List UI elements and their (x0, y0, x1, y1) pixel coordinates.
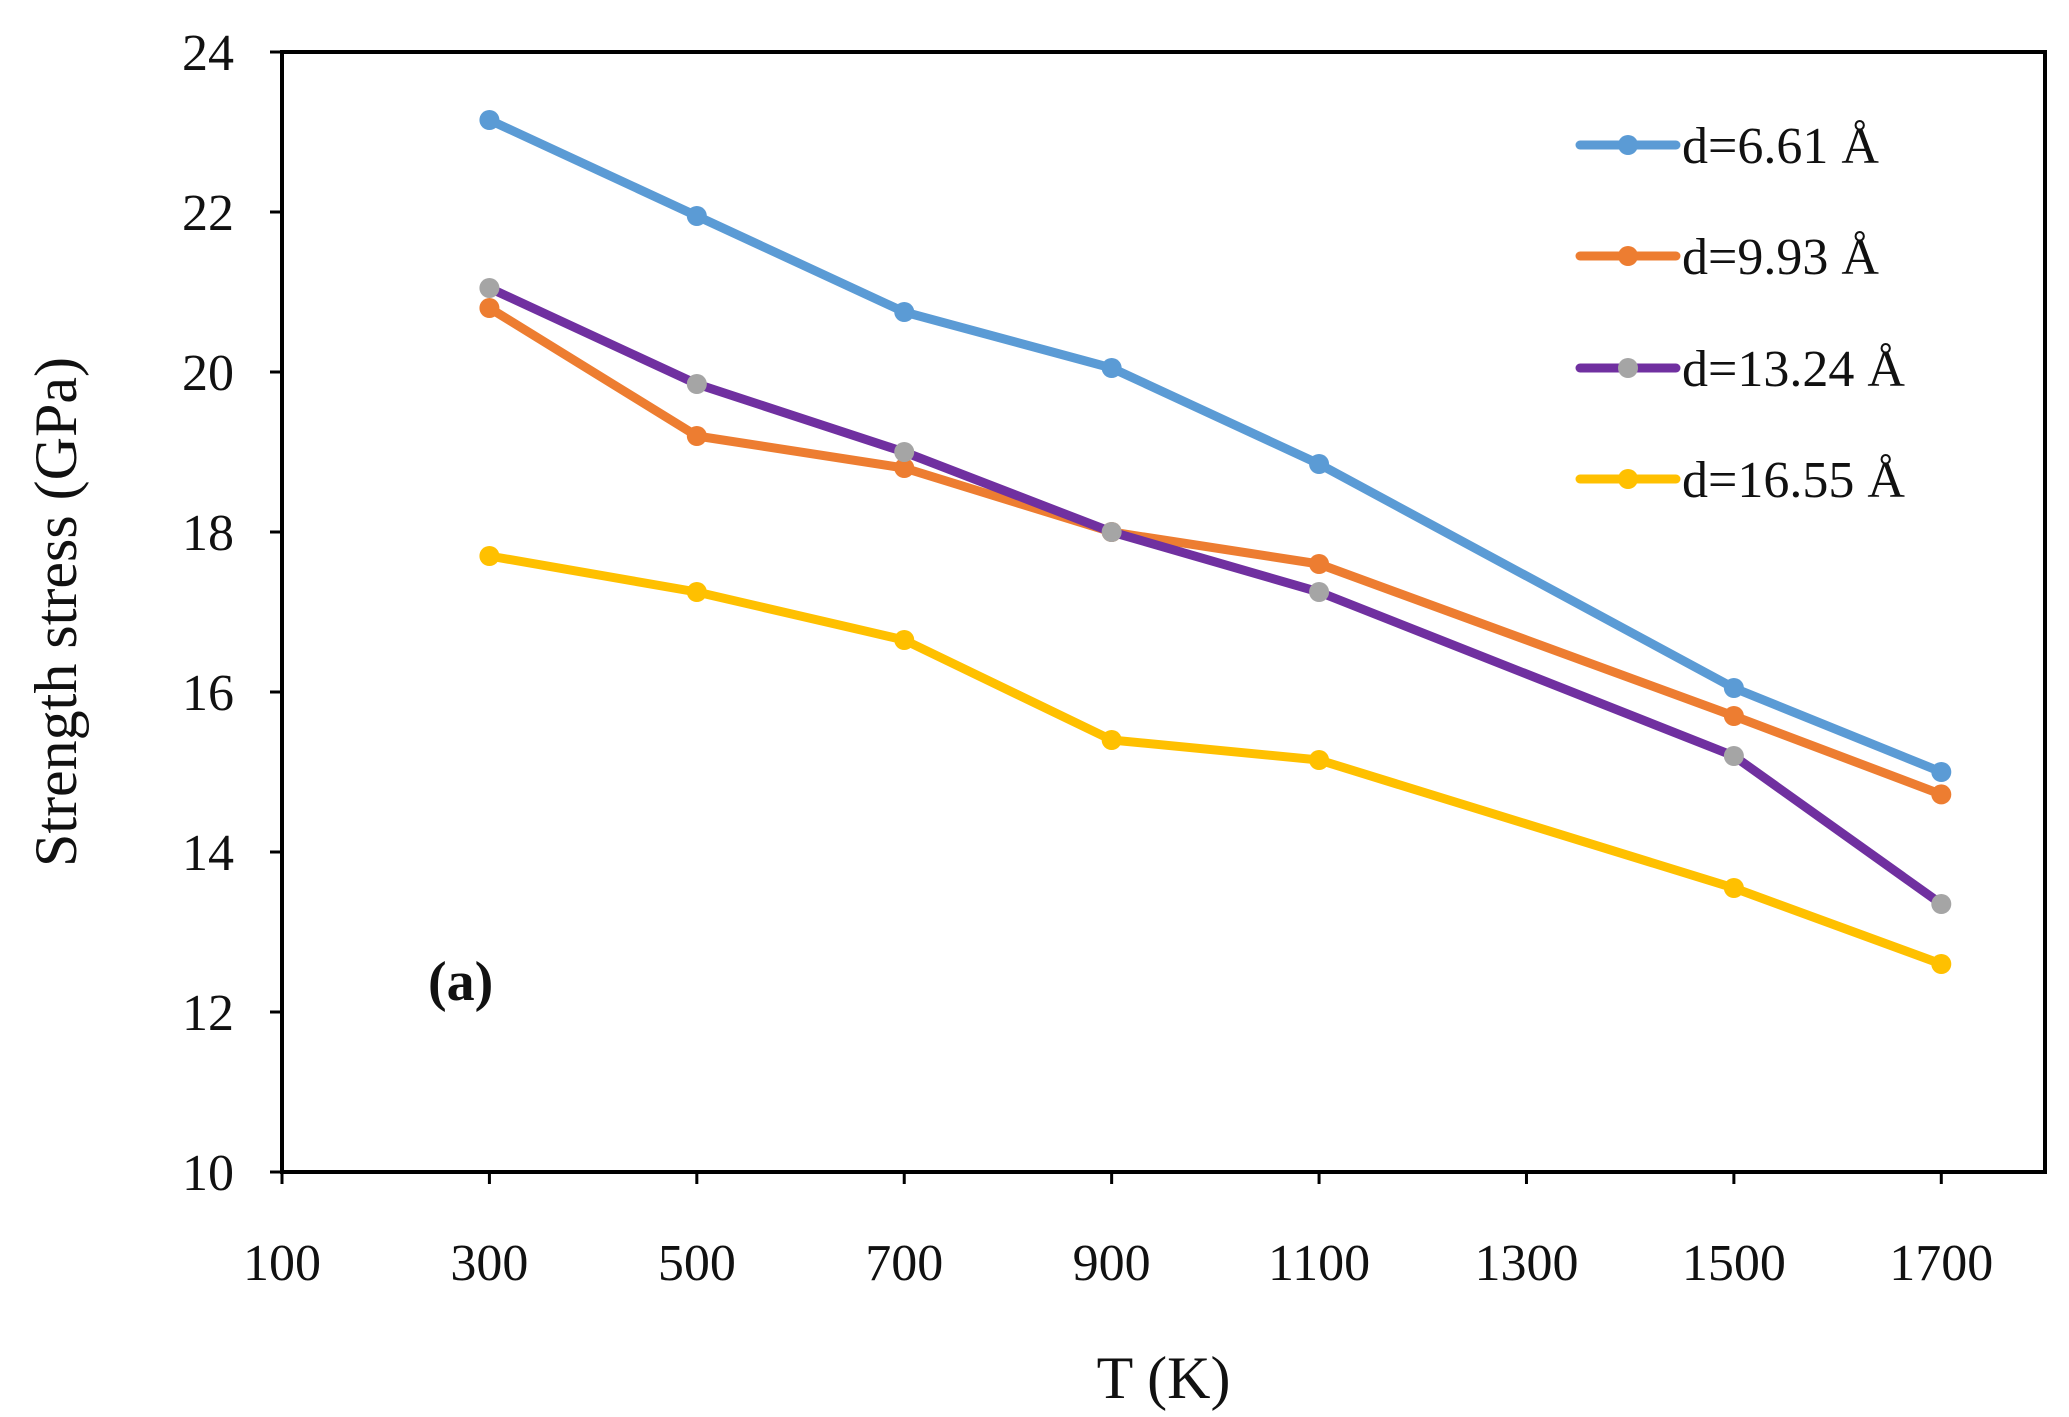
data-point (1723, 746, 1744, 766)
x-tick-label: 1700 (1889, 1235, 1993, 1292)
x-axis-title: T (K) (1097, 1345, 1231, 1411)
data-point (1723, 878, 1744, 898)
x-tick-label: 500 (658, 1235, 736, 1292)
data-point (479, 298, 500, 318)
data-point (1101, 522, 1122, 542)
data-point (686, 426, 707, 446)
data-point (1309, 750, 1330, 770)
legend-item: d=13.24 Å (1575, 341, 1905, 398)
x-tick-label: 100 (243, 1235, 321, 1292)
data-point (1931, 762, 1952, 782)
legend-label: d=6.61 Å (1682, 118, 1879, 175)
y-tick-label: 24 (182, 25, 234, 82)
data-point (894, 302, 915, 322)
data-point (1101, 358, 1122, 378)
data-point (479, 546, 500, 566)
data-point (686, 206, 707, 226)
x-tick-label: 1500 (1682, 1235, 1786, 1292)
legend-item: d=6.61 Å (1575, 118, 1879, 175)
data-point (686, 582, 707, 602)
data-point (894, 458, 915, 478)
series-4 (479, 546, 1952, 974)
y-tick-label: 12 (182, 985, 234, 1042)
series-1 (479, 110, 1952, 782)
x-tick-label: 1100 (1268, 1235, 1370, 1292)
data-point (1931, 784, 1952, 805)
legend-swatch-marker (1618, 246, 1638, 266)
y-tick-label: 14 (182, 825, 234, 882)
data-point (894, 442, 915, 462)
legend-label: d=9.93 Å (1682, 229, 1879, 286)
legend-item: d=16.55 Å (1575, 452, 1905, 509)
x-tick-label: 300 (450, 1235, 528, 1292)
plot-frame (280, 50, 2047, 1174)
data-point (1723, 706, 1744, 726)
y-tick-label: 20 (182, 345, 234, 402)
series-3 (479, 278, 1952, 914)
panel-label: (a) (428, 951, 493, 1013)
x-tick-label: 1300 (1474, 1235, 1578, 1292)
y-axis-title: Strength stress (GPa) (23, 357, 89, 867)
y-tick-label: 22 (182, 185, 234, 242)
y-tick-label: 16 (182, 665, 234, 722)
data-point (1723, 678, 1744, 698)
data-point (1309, 582, 1330, 602)
series-layer (479, 110, 1952, 974)
legend: d=6.61 Å d=9.93 Å d=13.24 Å d=16.55 Å (1575, 118, 1905, 509)
ticks-layer: 100 300 500 700 900 1100 1300 1500 1700 10 12 14 16 1… (182, 25, 1993, 1292)
legend-item: d=9.93 Å (1575, 229, 1879, 286)
data-point (1931, 894, 1952, 914)
y-tick-label: 18 (182, 505, 234, 562)
data-point (1101, 730, 1122, 750)
data-point (686, 374, 707, 394)
x-tick-label: 700 (865, 1235, 943, 1292)
data-point (479, 110, 500, 130)
data-point (894, 630, 915, 650)
y-tick-label: 10 (182, 1145, 234, 1202)
data-point (1309, 554, 1330, 574)
data-point (1931, 954, 1952, 974)
legend-swatch-marker (1618, 469, 1638, 489)
data-point (1309, 454, 1330, 474)
legend-swatch-marker (1618, 135, 1638, 155)
data-point (479, 278, 500, 298)
legend-label: d=16.55 Å (1682, 452, 1905, 509)
x-tick-label: 900 (1073, 1235, 1151, 1292)
legend-swatch-marker (1618, 358, 1638, 378)
legend-label: d=13.24 Å (1682, 341, 1905, 398)
